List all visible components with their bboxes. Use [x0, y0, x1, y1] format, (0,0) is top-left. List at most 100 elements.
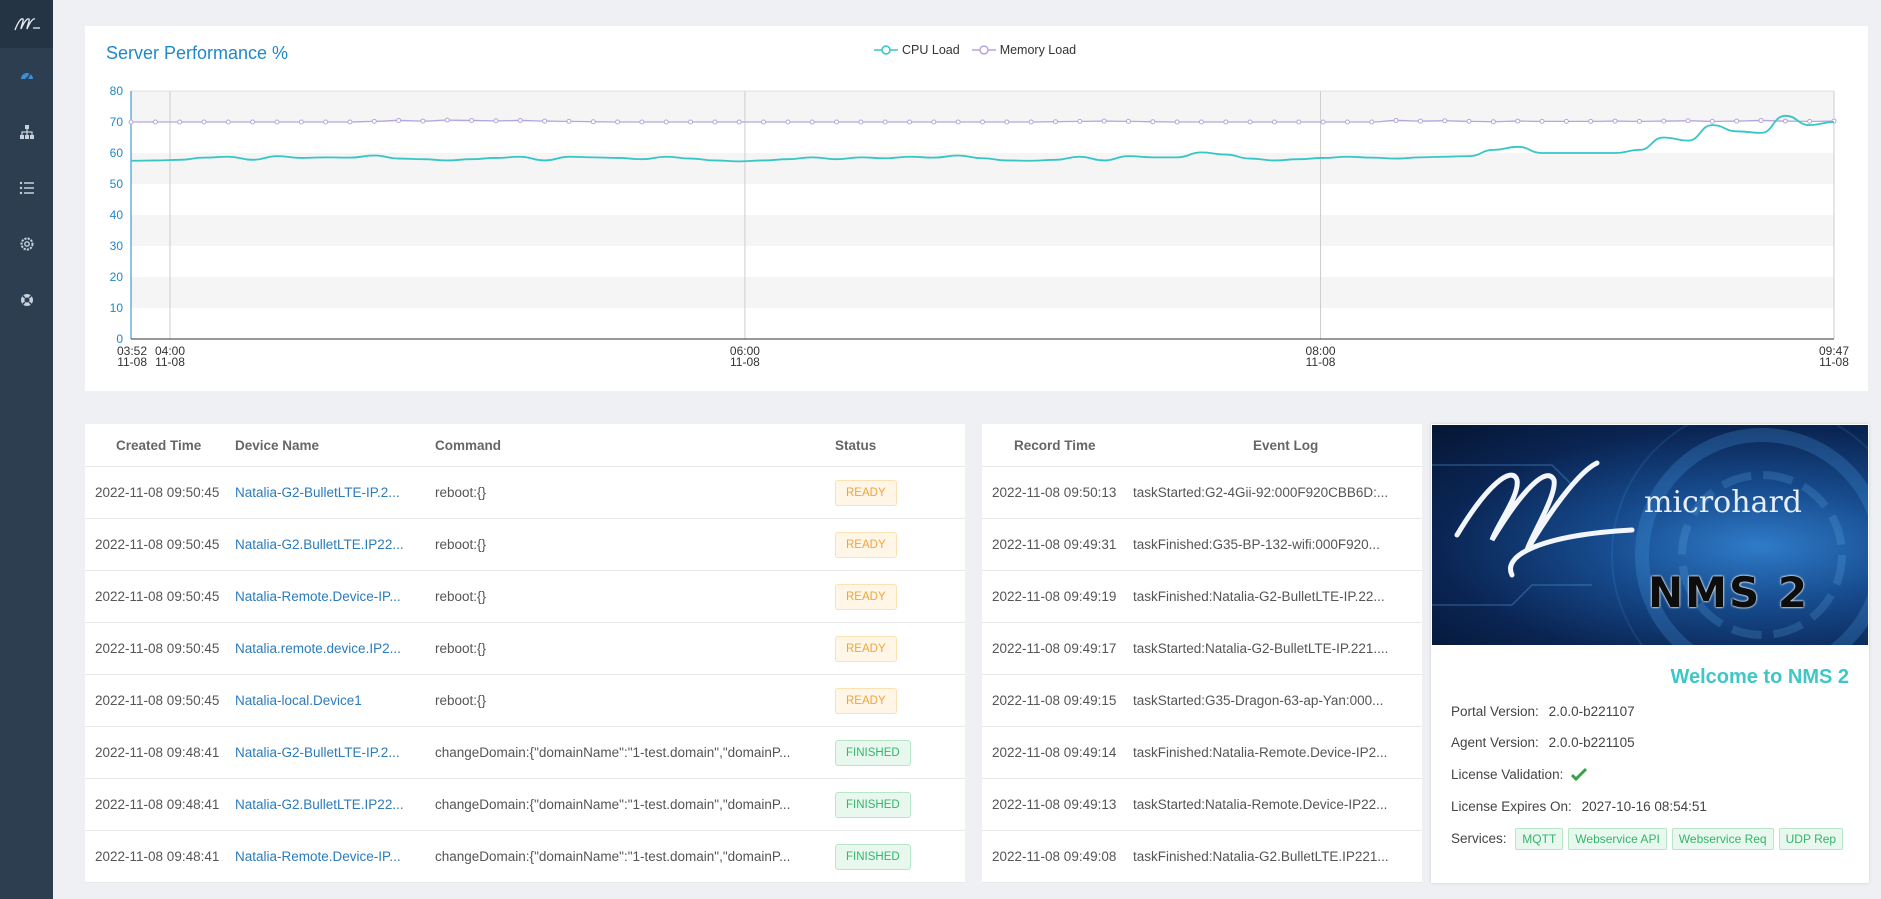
command-text: reboot:{} — [435, 641, 487, 656]
legend-memory[interactable]: Memory Load — [971, 43, 1077, 57]
y-tick-label: 40 — [110, 208, 124, 222]
memory-load-point — [1807, 118, 1813, 124]
x-tick-date: 11-08 — [155, 355, 185, 369]
legend-cpu-label: CPU Load — [902, 43, 960, 57]
microhard-logo[interactable] — [0, 0, 53, 48]
event-log-text: taskFinished:Natalia-Remote.Device-IP2..… — [1133, 745, 1388, 760]
x-tick-label: 03:52 — [117, 344, 147, 358]
record-time: 2022-11-08 09:49:14 — [992, 745, 1117, 760]
memory-load-point — [1223, 119, 1229, 125]
nav-list[interactable] — [0, 160, 53, 216]
memory-load-point — [1004, 119, 1010, 125]
y-tick-label: 60 — [110, 146, 124, 160]
memory-load-point — [128, 119, 134, 125]
service-badge: Webservice API — [1568, 828, 1667, 850]
table-row[interactable]: 2022-11-08 09:50:13 taskStarted:G2-4Gii-9… — [982, 467, 1422, 519]
chart-legend: CPU Load Memory Load — [874, 43, 1076, 57]
memory-load-point — [517, 117, 523, 123]
network-icon — [19, 125, 34, 139]
table-row[interactable]: 2022-11-08 09:48:41 Natalia-Remote.Device… — [85, 831, 965, 883]
table-row[interactable]: 2022-11-08 09:49:08 taskFinished:Natalia-… — [982, 831, 1422, 883]
grid-band — [131, 91, 1834, 122]
device-name-link[interactable]: Natalia-G2.BulletLTE.IP22... — [235, 797, 404, 812]
table-row[interactable]: 2022-11-08 09:50:45 Natalia.remote.device… — [85, 623, 965, 675]
status-badge: READY — [835, 687, 897, 714]
nav-dashboard[interactable] — [0, 48, 53, 104]
status-cell: FINISHED — [835, 739, 965, 766]
memory-load-point — [1174, 119, 1180, 125]
header-device-name[interactable]: Device Name — [235, 437, 320, 453]
header-status[interactable]: Status — [835, 437, 877, 453]
table-row[interactable]: 2022-11-08 09:49:17 taskStarted:Natalia-G… — [982, 623, 1422, 675]
memory-load-point — [1028, 119, 1034, 125]
legend-memory-label: Memory Load — [999, 43, 1077, 57]
device-name-link[interactable]: Natalia-G2.BulletLTE.IP22... — [235, 537, 404, 552]
header-event-log[interactable]: Event Log — [1253, 437, 1319, 453]
memory-load-point — [1709, 118, 1715, 124]
table-row[interactable]: 2022-11-08 09:50:45 Natalia-local.Device1… — [85, 675, 965, 727]
legend-cpu[interactable]: CPU Load — [874, 43, 960, 57]
table-row[interactable]: 2022-11-08 09:49:15 taskStarted:G35-Drago… — [982, 675, 1422, 727]
record-time: 2022-11-08 09:50:13 — [992, 485, 1117, 500]
x-tick-label: 09:47 — [1819, 344, 1849, 358]
license-expires: License Expires On: 2027-10-16 08:54:51 — [1451, 799, 1707, 814]
command-text: reboot:{} — [435, 537, 487, 552]
y-tick-label: 80 — [110, 84, 124, 98]
memory-load-point — [1101, 118, 1107, 124]
memory-load-point — [1782, 118, 1788, 124]
table-row[interactable]: 2022-11-08 09:49:13 taskStarted:Natalia-R… — [982, 779, 1422, 831]
sidebar — [0, 0, 53, 899]
table-row[interactable]: 2022-11-08 09:49:19 taskFinished:Natalia-… — [982, 571, 1422, 623]
nav-network[interactable] — [0, 104, 53, 160]
grid-band — [131, 184, 1834, 215]
grid-band — [131, 277, 1834, 308]
status-badge: FINISHED — [835, 791, 911, 818]
table-row[interactable]: 2022-11-08 09:48:41 Natalia-G2-BulletLTE-… — [85, 727, 965, 779]
created-time: 2022-11-08 09:50:45 — [95, 693, 220, 708]
record-time: 2022-11-08 09:49:15 — [992, 693, 1117, 708]
status-cell: READY — [835, 635, 965, 662]
created-time: 2022-11-08 09:50:45 — [95, 537, 220, 552]
memory-load-point — [761, 119, 767, 125]
service-badge: Webservice Req — [1671, 828, 1774, 850]
memory-load-point — [834, 119, 840, 125]
status-badge: READY — [835, 479, 897, 506]
header-created-time[interactable]: Created Time — [116, 437, 202, 453]
status-cell: READY — [835, 479, 965, 506]
y-tick-label: 0 — [116, 332, 123, 346]
table-row[interactable]: 2022-11-08 09:49:31 taskFinished:G35-BP-1… — [982, 519, 1422, 571]
table-row[interactable]: 2022-11-08 09:50:45 Natalia-Remote.Device… — [85, 571, 965, 623]
table-row[interactable]: 2022-11-08 09:49:14 taskFinished:Natalia-… — [982, 727, 1422, 779]
table-row[interactable]: 2022-11-08 09:50:45 Natalia-G2-BulletLTE-… — [85, 467, 965, 519]
table-row[interactable]: 2022-11-08 09:48:41 Natalia-G2.BulletLTE.… — [85, 779, 965, 831]
memory-load-point — [1758, 117, 1764, 123]
memory-load-point — [1539, 118, 1545, 124]
record-time: 2022-11-08 09:49:19 — [992, 589, 1117, 604]
command-table-body: 2022-11-08 09:50:45 Natalia-G2-BulletLTE-… — [85, 467, 965, 883]
nav-settings[interactable] — [0, 216, 53, 272]
event-log-text: taskFinished:Natalia-G2.BulletLTE.IP221.… — [1133, 849, 1389, 864]
memory-load-point — [1734, 118, 1740, 124]
memory-load-point — [396, 117, 402, 123]
header-record-time[interactable]: Record Time — [1014, 437, 1096, 453]
device-name-link[interactable]: Natalia-Remote.Device-IP... — [235, 589, 401, 604]
device-name-link[interactable]: Natalia.remote.device.IP2... — [235, 641, 401, 656]
portal-version-label: Portal Version: — [1451, 704, 1539, 719]
license-validation-label: License Validation: — [1451, 767, 1564, 782]
table-row[interactable]: 2022-11-08 09:50:45 Natalia-G2.BulletLTE.… — [85, 519, 965, 571]
services-list: MQTT Webservice API Webservice Req UDP Rep — [1510, 828, 1844, 850]
memory-load-point — [1296, 119, 1302, 125]
nav-support[interactable] — [0, 272, 53, 328]
device-name-link[interactable]: Natalia-Remote.Device-IP... — [235, 849, 401, 864]
command-text: changeDomain:{"domainName":"1-test.domai… — [435, 849, 791, 864]
memory-load-point — [1247, 119, 1253, 125]
portal-version-value: 2.0.0-b221107 — [1548, 704, 1635, 719]
memory-load-point — [1150, 119, 1156, 125]
device-name-link[interactable]: Natalia-G2-BulletLTE-IP.2... — [235, 745, 400, 760]
memory-load-point — [688, 119, 694, 125]
device-name-link[interactable]: Natalia-G2-BulletLTE-IP.2... — [235, 485, 400, 500]
header-command[interactable]: Command — [435, 437, 502, 453]
memory-load-point — [663, 119, 669, 125]
memory-load-point — [444, 117, 450, 123]
device-name-link[interactable]: Natalia-local.Device1 — [235, 693, 362, 708]
